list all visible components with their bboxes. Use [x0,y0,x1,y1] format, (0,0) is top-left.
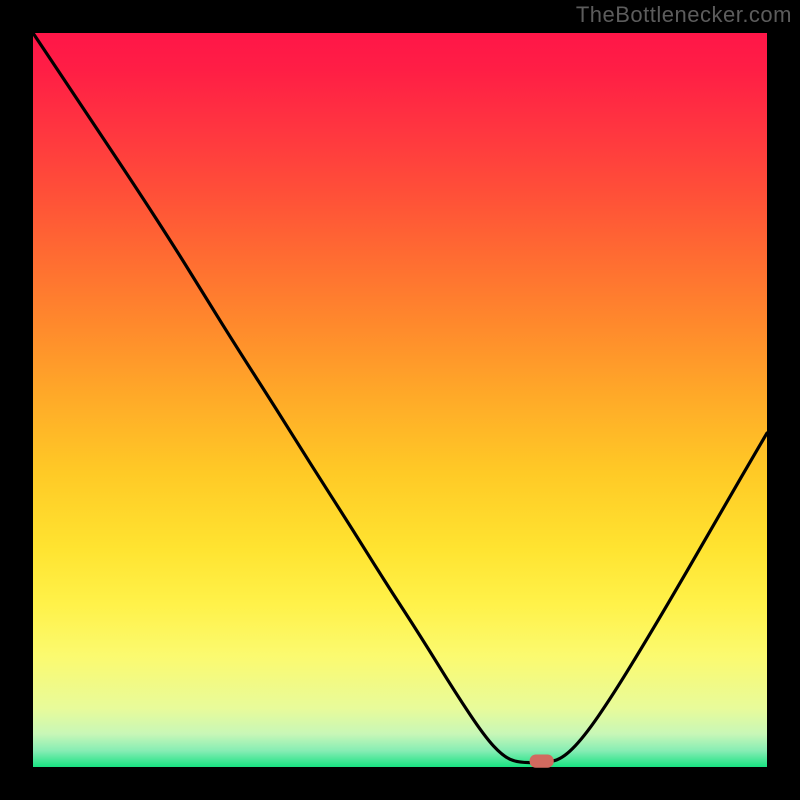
bottleneck-chart [0,0,800,800]
gradient-background [33,33,767,767]
watermark-text: TheBottlenecker.com [576,2,792,28]
optimal-marker [530,755,554,768]
chart-frame: TheBottlenecker.com [0,0,800,800]
